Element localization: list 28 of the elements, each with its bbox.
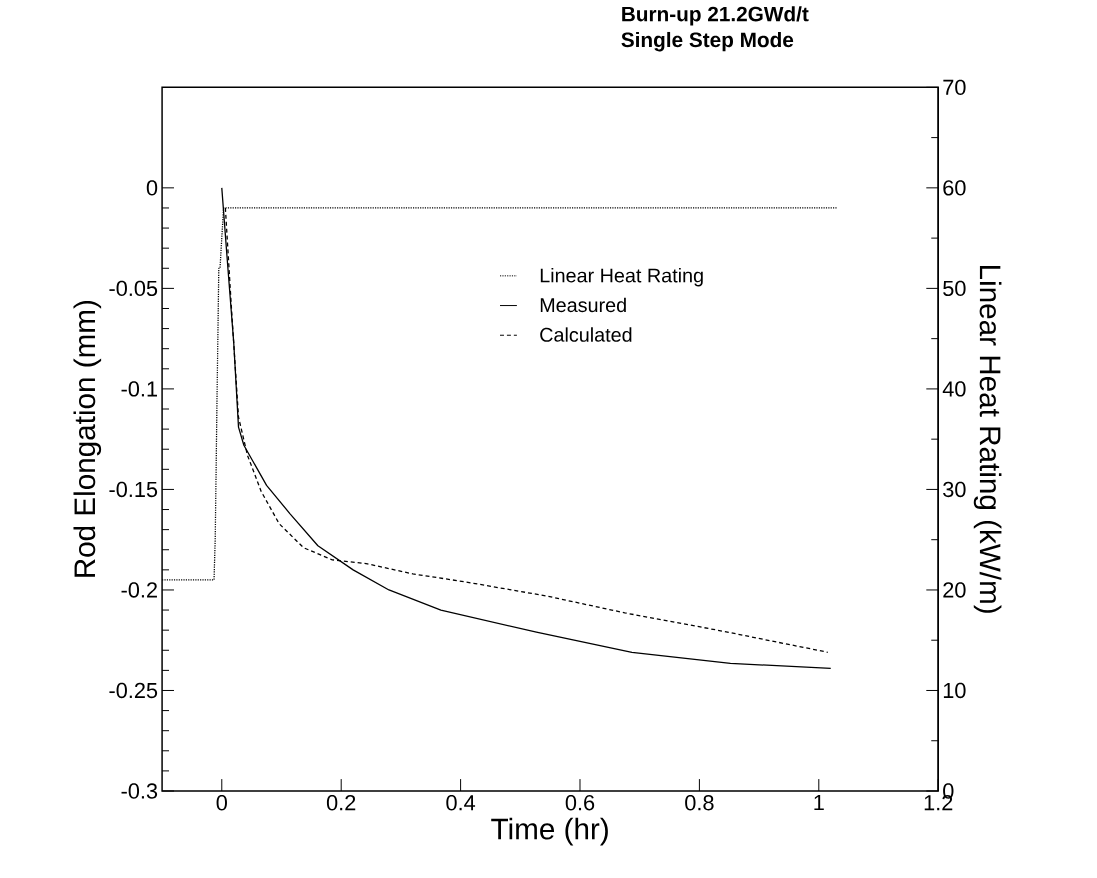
y2-tick-label: 60: [943, 179, 966, 196]
y-tick-label: -0.2: [121, 582, 157, 598]
y-axis-title: Rod Elongation (mm): [73, 300, 102, 577]
y-tick-label: -0.1: [121, 381, 157, 397]
y2-axis-title: Linear Heat Rating (kW/m): [973, 265, 1002, 613]
legend-label: Linear Heat Rating: [540, 267, 703, 287]
legend-label: Measured: [540, 297, 626, 312]
chart-title: Burn-up 21.2GWd/t: [622, 5, 809, 26]
chart-subtitle: Single Step Mode: [621, 31, 794, 52]
y2-tick-label: 70: [943, 79, 966, 95]
x-tick-label: 0.6: [565, 794, 595, 811]
x-tick-label: 0.4: [446, 794, 476, 811]
y2-tick-label: 40: [942, 381, 966, 397]
y-tick-label: -0.25: [109, 682, 158, 699]
y2-tick-label: 10: [943, 682, 966, 699]
y2-tick-label: 30: [943, 481, 966, 497]
x-axis-title: Time (hr): [491, 817, 608, 846]
y-tick-label: 0: [146, 179, 158, 196]
x-tick-label: 0.2: [326, 794, 356, 811]
x-tick-label: 0.8: [685, 794, 714, 811]
legend-label: Calculated: [540, 327, 632, 342]
x-tick-label: 1: [814, 794, 824, 810]
y-tick-label: -0.05: [109, 280, 158, 296]
y-tick-label: -0.3: [121, 783, 158, 799]
x-tick-label: 0: [216, 794, 227, 811]
y2-tick-label: 20: [943, 582, 966, 598]
y-tick-label: -0.15: [109, 481, 158, 497]
y2-tick-label: 50: [943, 280, 966, 296]
